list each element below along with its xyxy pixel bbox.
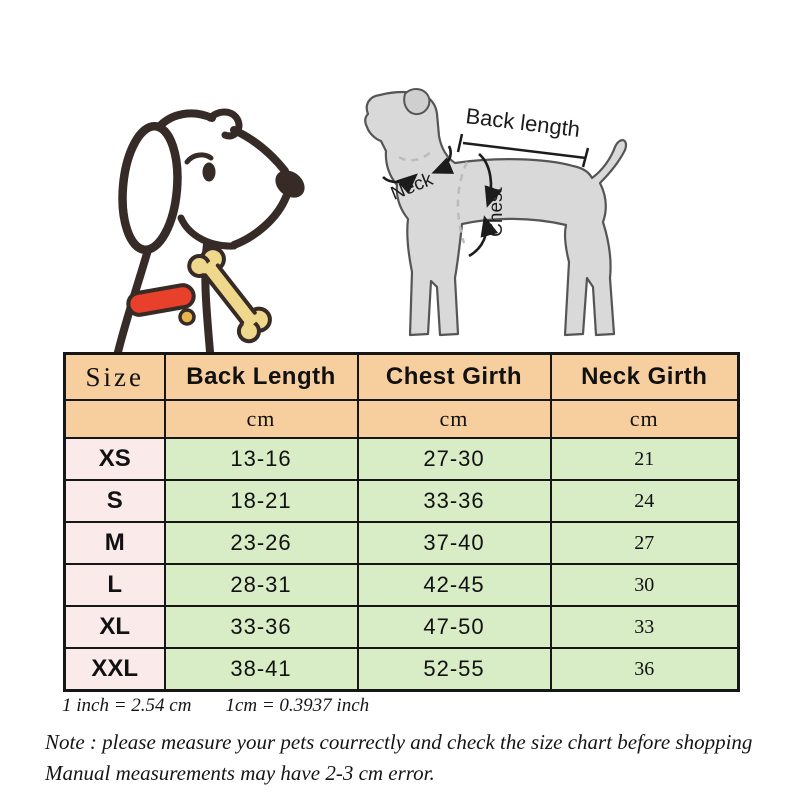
dog-nose: [275, 170, 305, 198]
col-header-size: Size: [63, 352, 166, 401]
neck-girth-cell: 33: [549, 605, 740, 649]
table-row-xxl: XXL 38-41 52-55 36: [63, 647, 740, 692]
table-row-xl: XL 33-36 47-50 33: [63, 605, 740, 649]
neck-arrow-left: [382, 173, 418, 195]
dog-ear-tuft: [206, 108, 243, 140]
measure-note-line2: Manual measurements may have 2-3 cm erro…: [45, 761, 435, 785]
unit-cell-cm: cm: [549, 399, 740, 439]
table-header-row: Size Back Length Chest Girth Neck Girth: [63, 352, 740, 401]
dog-head-outline: [154, 109, 216, 132]
chest-girth-dashed-line: [456, 161, 469, 244]
table-row-s: S 18-21 33-36 24: [63, 479, 740, 523]
size-cell: XL: [63, 605, 166, 649]
size-cell: M: [63, 521, 166, 565]
dog-ear: [118, 121, 182, 255]
back-length-cell: 18-21: [163, 479, 359, 523]
table-row-xs: XS 13-16 27-30 21: [63, 437, 740, 481]
neck-arrow-top: [431, 145, 455, 174]
chest-girth-cell: 47-50: [356, 605, 552, 649]
dog-snout-outline: [230, 126, 289, 175]
chest-girth-cell: 33-36: [356, 479, 552, 523]
chest-arrow-down: [478, 153, 502, 208]
neck-girth-dashed-line: [398, 149, 434, 162]
chest-arrow-up: [468, 215, 499, 258]
unit-conversion-line: 1 inch = 2.54 cm 1cm = 0.3937 inch: [62, 695, 369, 717]
dog-jaw-outline: [230, 193, 290, 249]
dog-cheek-line: [177, 214, 238, 250]
chest-label: Chest: [486, 186, 507, 236]
chest-girth-cell: 52-55: [356, 647, 552, 692]
size-cell: XS: [63, 437, 166, 481]
collar-tag: [178, 308, 196, 326]
dog-measurement-diagram: Back length Neck Chest: [364, 88, 628, 337]
dog-ear-silhouette: [403, 88, 431, 116]
cm-to-inch-conversion: 1cm = 0.3937 inch: [225, 695, 370, 716]
neck-girth-cell: 27: [549, 521, 740, 565]
inch-to-cm-conversion: 1 inch = 2.54 cm: [62, 695, 192, 716]
dog-silhouette: [364, 90, 628, 337]
back-length-cell: 38-41: [163, 647, 359, 692]
back-length-cell: 28-31: [163, 563, 359, 607]
neck-girth-cell: 24: [549, 479, 740, 523]
back-length-cell: 23-26: [163, 521, 359, 565]
measure-note-line1: Note : please measure your pets courrect…: [45, 730, 753, 754]
col-header-chest-girth: Chest Girth: [356, 352, 552, 401]
neck-girth-cell: 36: [549, 647, 740, 692]
neck-girth-cell: 30: [549, 563, 740, 607]
col-header-neck-girth: Neck Girth: [549, 352, 740, 401]
dog-eye: [202, 162, 216, 182]
table-row-m: M 23-26 37-40 27: [63, 521, 740, 565]
table-unit-row: cm cm cm: [63, 399, 740, 439]
dog-eyebrow: [184, 152, 214, 165]
table-row-l: L 28-31 42-45 30: [63, 563, 740, 607]
size-cell: S: [63, 479, 166, 523]
back-length-label: Back length: [464, 103, 581, 142]
back-length-measure-line: [456, 133, 590, 168]
size-cell: XXL: [63, 647, 166, 692]
size-cell: L: [63, 563, 166, 607]
back-length-cell: 33-36: [163, 605, 359, 649]
chest-girth-cell: 42-45: [356, 563, 552, 607]
neck-girth-cell: 21: [549, 437, 740, 481]
dog-collar: [126, 283, 196, 317]
back-length-cell: 13-16: [163, 437, 359, 481]
bone-illustration: [187, 246, 272, 344]
unit-cell-cm: cm: [163, 399, 359, 439]
unit-cell-cm: cm: [356, 399, 552, 439]
unit-cell-empty: [63, 399, 166, 439]
size-chart-table: Size Back Length Chest Girth Neck Girth …: [63, 352, 740, 692]
cartoon-dog-illustration: [114, 108, 305, 355]
chest-girth-cell: 37-40: [356, 521, 552, 565]
chest-girth-cell: 27-30: [356, 437, 552, 481]
col-header-back-length: Back Length: [163, 352, 359, 401]
